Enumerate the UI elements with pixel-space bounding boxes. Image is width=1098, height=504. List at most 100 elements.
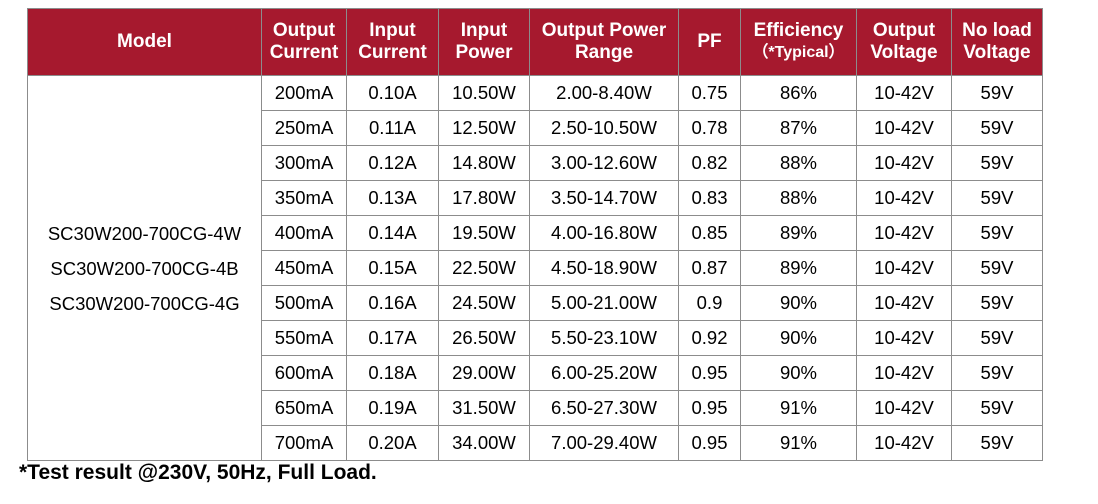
model-cell: SC30W200-700CG-4W SC30W200-700CG-4B SC30W2… (27, 75, 262, 461)
cell-output-power-range: 2.50-10.50W (529, 110, 679, 146)
cell-input-current: 0.14A (346, 215, 439, 251)
cell-efficiency: 89% (740, 250, 857, 286)
cell-input-current: 0.15A (346, 250, 439, 286)
header-output-power-range: Output Power Range (529, 8, 679, 76)
cell-input-power: 34.00W (438, 425, 530, 461)
cell-output-power-range: 7.00-29.40W (529, 425, 679, 461)
cell-output-power-range: 6.00-25.20W (529, 355, 679, 391)
cell-output-power-range: 6.50-27.30W (529, 390, 679, 426)
header-input-power: Input Power (438, 8, 530, 76)
cell-output-voltage: 10-42V (856, 320, 952, 356)
spec-table: Model Output Current Input Current Input Po… (27, 8, 1043, 461)
cell-output-current: 550mA (261, 320, 347, 356)
cell-input-power: 22.50W (438, 250, 530, 286)
cell-efficiency: 90% (740, 320, 857, 356)
cell-output-voltage: 10-42V (856, 250, 952, 286)
cell-input-power: 24.50W (438, 285, 530, 321)
cell-output-current: 200mA (261, 75, 347, 111)
cell-no-load-voltage: 59V (951, 355, 1043, 391)
cell-efficiency: 89% (740, 215, 857, 251)
model-name: SC30W200-700CG-4G (49, 292, 240, 314)
cell-input-current: 0.16A (346, 285, 439, 321)
table-row: 250mA 0.11A 12.50W 2.50-10.50W 0.78 87% 10-42V… (28, 110, 1043, 146)
cell-no-load-voltage: 59V (951, 320, 1043, 356)
cell-input-power: 26.50W (438, 320, 530, 356)
cell-pf: 0.95 (678, 355, 741, 391)
header-input-current: Input Current (346, 8, 439, 76)
cell-output-power-range: 5.50-23.10W (529, 320, 679, 356)
model-name: SC30W200-700CG-4W (47, 222, 242, 244)
cell-input-power: 14.80W (438, 145, 530, 181)
cell-efficiency: 87% (740, 110, 857, 146)
cell-output-voltage: 10-42V (856, 215, 952, 251)
cell-pf: 0.85 (678, 215, 741, 251)
cell-no-load-voltage: 59V (951, 110, 1043, 146)
cell-output-voltage: 10-42V (856, 285, 952, 321)
footnote: *Test result @230V, 50Hz, Full Load. (19, 461, 377, 484)
table-row: 550mA 0.17A 26.50W 5.50-23.10W 0.92 90% 10-42V… (28, 320, 1043, 356)
header-pf: PF (678, 8, 741, 76)
cell-input-power: 29.00W (438, 355, 530, 391)
cell-input-current: 0.18A (346, 355, 439, 391)
cell-input-power: 10.50W (438, 75, 530, 111)
cell-input-power: 17.80W (438, 180, 530, 216)
cell-efficiency: 90% (740, 355, 857, 391)
cell-output-power-range: 2.00-8.40W (529, 75, 679, 111)
cell-no-load-voltage: 59V (951, 75, 1043, 111)
cell-output-current: 300mA (261, 145, 347, 181)
cell-input-current: 0.10A (346, 75, 439, 111)
cell-input-current: 0.12A (346, 145, 439, 181)
table-row: SC30W200-700CG-4W SC30W200-700CG-4B SC30W2… (27, 75, 1043, 461)
cell-output-power-range: 3.00-12.60W (529, 145, 679, 181)
table-row: 300mA 0.12A 14.80W 3.00-12.60W 0.82 88% 10-42V… (28, 145, 1043, 181)
cell-input-current: 0.17A (346, 320, 439, 356)
cell-efficiency: 91% (740, 425, 857, 461)
table-row: 500mA 0.16A 24.50W 5.00-21.00W 0.9 90% 10-42V 5… (28, 285, 1043, 321)
cell-output-power-range: 4.50-18.90W (529, 250, 679, 286)
header-row: Model Output Current Input Current Input Po… (27, 8, 1043, 76)
cell-output-current: 350mA (261, 180, 347, 216)
cell-output-voltage: 10-42V (856, 355, 952, 391)
cell-output-power-range: 4.00-16.80W (529, 215, 679, 251)
cell-no-load-voltage: 59V (951, 250, 1043, 286)
cell-output-voltage: 10-42V (856, 390, 952, 426)
cell-pf: 0.95 (678, 425, 741, 461)
cell-no-load-voltage: 59V (951, 145, 1043, 181)
header-output-voltage: Output Voltage (856, 8, 952, 76)
cell-output-voltage: 10-42V (856, 145, 952, 181)
cell-no-load-voltage: 59V (951, 180, 1043, 216)
cell-output-voltage: 10-42V (856, 180, 952, 216)
cell-input-current: 0.19A (346, 390, 439, 426)
cell-input-current: 0.11A (346, 110, 439, 146)
cell-efficiency: 88% (740, 145, 857, 181)
header-efficiency: Efficiency （*Typical） (740, 8, 857, 76)
cell-input-current: 0.20A (346, 425, 439, 461)
cell-efficiency: 90% (740, 285, 857, 321)
cell-no-load-voltage: 59V (951, 390, 1043, 426)
cell-no-load-voltage: 59V (951, 285, 1043, 321)
cell-efficiency: 91% (740, 390, 857, 426)
cell-output-current: 600mA (261, 355, 347, 391)
cell-efficiency: 88% (740, 180, 857, 216)
cell-output-power-range: 3.50-14.70W (529, 180, 679, 216)
cell-pf: 0.75 (678, 75, 741, 111)
model-name: SC30W200-700CG-4B (50, 257, 239, 279)
cell-pf: 0.78 (678, 110, 741, 146)
cell-input-power: 31.50W (438, 390, 530, 426)
cell-pf: 0.83 (678, 180, 741, 216)
cell-pf: 0.95 (678, 390, 741, 426)
cell-pf: 0.92 (678, 320, 741, 356)
cell-output-current: 650mA (261, 390, 347, 426)
cell-pf: 0.87 (678, 250, 741, 286)
cell-no-load-voltage: 59V (951, 215, 1043, 251)
cell-output-current: 450mA (261, 250, 347, 286)
table-row: 400mA 0.14A 19.50W 4.00-16.80W 0.85 89% 10-42V… (28, 215, 1043, 251)
table-row: 650mA 0.19A 31.50W 6.50-27.30W 0.95 91% 10-42V… (28, 390, 1043, 426)
header-no-load-voltage: No load Voltage (951, 8, 1043, 76)
cell-input-power: 19.50W (438, 215, 530, 251)
cell-pf: 0.82 (678, 145, 741, 181)
table-row: 700mA 0.20A 34.00W 7.00-29.40W 0.95 91% 10-42V… (28, 425, 1043, 461)
cell-efficiency: 86% (740, 75, 857, 111)
cell-input-power: 12.50W (438, 110, 530, 146)
cell-output-voltage: 10-42V (856, 425, 952, 461)
